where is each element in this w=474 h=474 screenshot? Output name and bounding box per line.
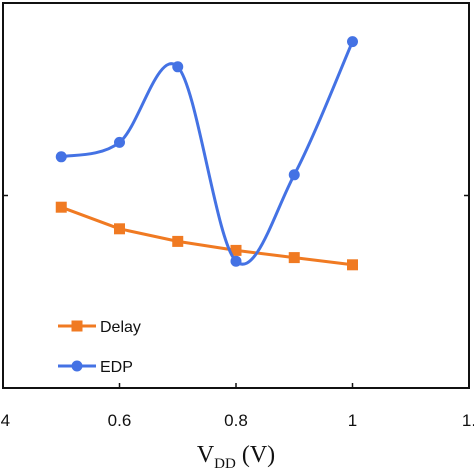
data-point-delay-4 bbox=[288, 252, 300, 264]
data-point-edp-0 bbox=[55, 151, 67, 163]
legend: Delay EDP bbox=[58, 319, 141, 376]
data-point-delay-5 bbox=[347, 259, 358, 271]
data-point-edp-4 bbox=[288, 169, 300, 181]
x-tick-label-2: 0.8 bbox=[224, 411, 248, 430]
data-point-delay-2 bbox=[172, 235, 184, 247]
legend-marker-delay bbox=[71, 320, 83, 332]
data-point-edp-1 bbox=[114, 136, 125, 148]
data-point-delay-1 bbox=[114, 223, 125, 235]
series-line-delay bbox=[60, 205, 353, 267]
x-tick-label-3: 1 bbox=[348, 411, 357, 430]
x-tick-label-4: 1. bbox=[462, 411, 474, 430]
series-layer bbox=[55, 36, 358, 271]
legend-label-delay: Delay bbox=[100, 319, 141, 336]
data-point-delay-3 bbox=[230, 244, 242, 256]
x-tick-label-0: .4 bbox=[0, 411, 10, 430]
data-point-edp-3 bbox=[230, 255, 242, 267]
legend-label-edp: EDP bbox=[100, 359, 133, 376]
x-tick-label-1: 0.6 bbox=[108, 411, 132, 430]
data-point-delay-0 bbox=[55, 201, 67, 213]
x-axis-label: VDD (V) bbox=[197, 442, 275, 472]
data-point-edp-5 bbox=[347, 36, 358, 48]
legend-marker-edp bbox=[71, 360, 83, 372]
data-point-edp-2 bbox=[172, 61, 184, 73]
x-ticks: .4 0.6 0.8 1 1. bbox=[0, 383, 474, 430]
